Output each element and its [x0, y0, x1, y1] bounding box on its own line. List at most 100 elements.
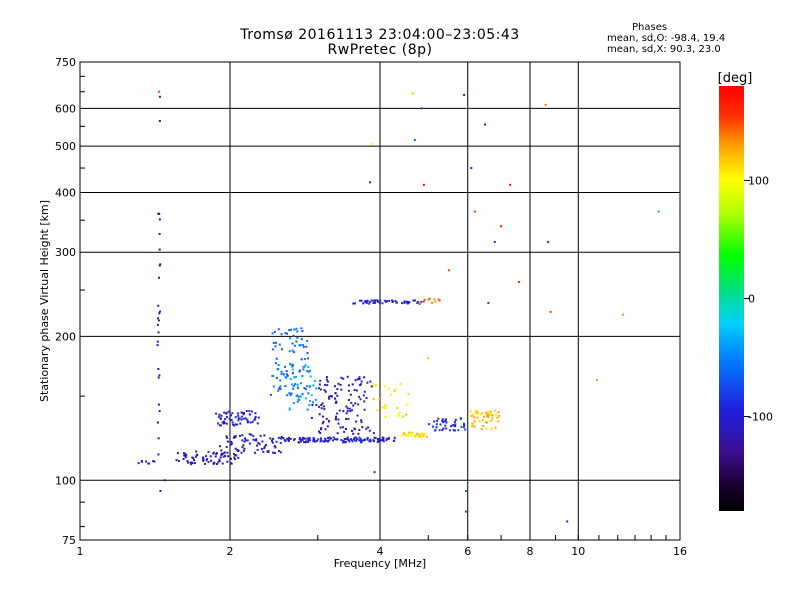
data-point [425, 435, 428, 438]
data-point [358, 429, 361, 432]
data-point [335, 401, 338, 404]
data-point [360, 419, 363, 422]
x-tick-label: 8 [527, 545, 534, 558]
data-point [307, 441, 310, 444]
data-point [279, 387, 282, 390]
data-point [330, 395, 333, 398]
data-point [260, 448, 263, 451]
data-point [193, 462, 196, 465]
stats-box: Phases mean, sd,O: -98.4, 19.4 mean, sd,… [586, 22, 726, 55]
data-point [341, 426, 344, 429]
data-point [312, 401, 315, 404]
data-point [243, 440, 246, 443]
data-point [326, 380, 329, 383]
data-point [290, 328, 293, 331]
data-point [346, 436, 349, 439]
data-point [340, 376, 343, 379]
data-point [217, 422, 220, 425]
data-point [372, 432, 375, 435]
data-point [360, 299, 363, 302]
data-point [441, 419, 444, 422]
x-tick-label: 2 [227, 545, 234, 558]
data-point [329, 437, 332, 440]
data-point [385, 405, 388, 408]
data-point [293, 328, 296, 331]
data-point [295, 375, 298, 378]
data-point [234, 435, 237, 438]
data-point [362, 394, 365, 397]
data-point [277, 436, 280, 439]
data-point [334, 418, 337, 421]
data-point [383, 299, 386, 302]
data-point [356, 378, 359, 381]
data-point [275, 440, 278, 443]
data-point [265, 443, 268, 446]
data-point [402, 431, 405, 434]
data-point [394, 300, 397, 303]
data-point [423, 298, 426, 301]
data-point [332, 439, 335, 442]
data-point [177, 459, 180, 462]
data-point [303, 365, 306, 368]
data-point [323, 408, 326, 411]
data-point [279, 451, 282, 454]
data-point [282, 373, 285, 376]
data-point [258, 443, 261, 446]
data-point [485, 421, 488, 424]
data-point [291, 349, 294, 352]
data-point [490, 419, 493, 422]
data-point [366, 299, 369, 302]
data-point [318, 405, 321, 408]
data-point [230, 418, 233, 421]
data-point [314, 379, 317, 382]
data-point [234, 423, 237, 426]
data-point [159, 263, 162, 266]
data-point [242, 449, 245, 452]
data-point [195, 450, 198, 453]
data-point [377, 300, 380, 303]
data-point [158, 276, 161, 279]
data-point [381, 302, 384, 305]
data-point [363, 390, 366, 393]
data-point [363, 438, 366, 441]
data-point [463, 93, 466, 96]
data-point [350, 439, 353, 442]
data-point [447, 269, 450, 272]
data-point [219, 424, 222, 427]
data-point [153, 460, 156, 463]
data-point [337, 422, 340, 425]
data-point [317, 438, 320, 441]
data-point [347, 389, 350, 392]
data-point [280, 333, 283, 336]
chart-subtitle: RwPretec (8p) [327, 42, 433, 58]
data-point [370, 143, 373, 146]
data-point [248, 433, 251, 436]
data-point [263, 445, 266, 448]
y-axis-label: Stationary phase Virtual Height [km] [38, 200, 51, 402]
data-point [373, 471, 376, 474]
data-point [314, 440, 317, 443]
data-point [487, 301, 490, 304]
data-point [241, 412, 244, 415]
data-point [380, 439, 383, 442]
data-point [464, 510, 467, 513]
data-point [369, 440, 372, 443]
data-point [384, 415, 387, 418]
data-point [157, 403, 160, 406]
data-point [495, 413, 498, 416]
data-point [233, 458, 236, 461]
data-point [295, 340, 298, 343]
data-point [225, 411, 228, 414]
data-point [244, 439, 247, 442]
data-point [157, 376, 160, 379]
data-point [473, 425, 476, 428]
data-point [248, 410, 251, 413]
data-point [482, 419, 485, 422]
data-point [320, 407, 323, 410]
data-point [305, 345, 308, 348]
data-point [450, 425, 453, 428]
data-point [387, 437, 390, 440]
data-point [500, 225, 503, 228]
data-point [183, 454, 186, 457]
data-point [299, 344, 302, 347]
